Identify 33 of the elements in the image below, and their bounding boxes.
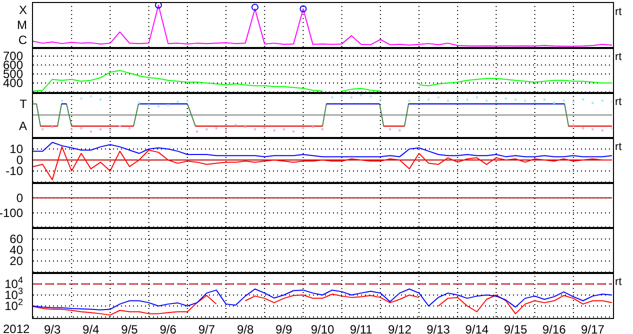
x-tick-label: 9/16	[542, 322, 566, 334]
x-axis-title: 2012	[3, 322, 30, 334]
x-tick-label: 9/12	[388, 322, 412, 334]
x-tick-label: 9/14	[465, 322, 489, 334]
text: T	[20, 97, 27, 111]
text: A	[18, 119, 27, 133]
y-tick-label: -10	[6, 164, 24, 178]
x-tick-label: 9/8	[236, 322, 254, 334]
y-tick-label: 10	[10, 142, 24, 156]
x-tick-label: 9/4	[82, 322, 100, 334]
text: rt	[615, 50, 622, 64]
x-tick-label: 9/11	[350, 322, 373, 334]
y-tick-label: 20	[10, 254, 24, 268]
x-tick-label: 9/10	[310, 322, 334, 334]
x-tick-label: 9/7	[198, 322, 216, 334]
text: rt	[615, 275, 622, 289]
x-tick-label: 9/5	[121, 322, 138, 334]
text: M	[17, 18, 27, 32]
x-tick-label: 9/15	[504, 322, 528, 334]
y-tick-label: 40	[10, 243, 24, 257]
x-tick-label: 9/9	[276, 322, 293, 334]
y-tick-label: 60	[10, 232, 24, 246]
x-tick-label: 9/3	[44, 322, 61, 334]
text: rt	[615, 140, 622, 154]
text: rt	[615, 95, 622, 109]
text: rt	[615, 5, 622, 19]
y-tick-label: 0	[16, 153, 24, 167]
text: C	[18, 32, 27, 47]
y-tick-label: 0	[16, 190, 24, 205]
x-tick-label: 9/6	[160, 322, 177, 334]
text: X	[18, 3, 27, 18]
x-tick-label: 9/17	[581, 322, 605, 334]
x-tick-label: 9/13	[426, 322, 450, 334]
